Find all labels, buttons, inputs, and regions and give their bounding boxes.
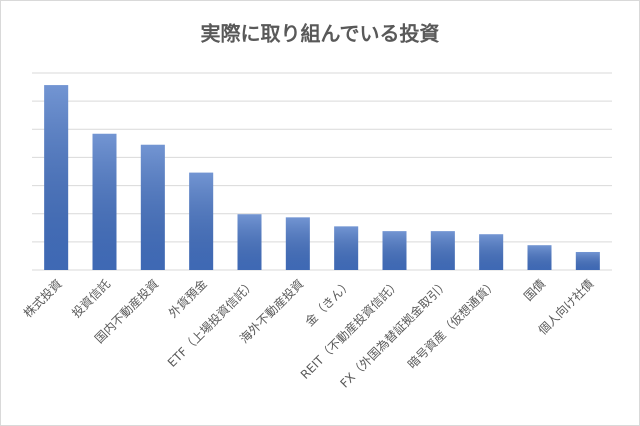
bar [285, 217, 310, 270]
bar [527, 245, 552, 270]
bar [140, 144, 165, 270]
bar [575, 251, 600, 270]
bar [479, 234, 504, 270]
bar [189, 172, 214, 270]
bar [382, 231, 407, 270]
bar [430, 231, 455, 270]
bar [92, 133, 117, 270]
bar [44, 85, 69, 270]
bar [237, 214, 262, 270]
bar [334, 226, 359, 270]
chart-title: 実際に取り組んでいる投資 [201, 22, 440, 46]
